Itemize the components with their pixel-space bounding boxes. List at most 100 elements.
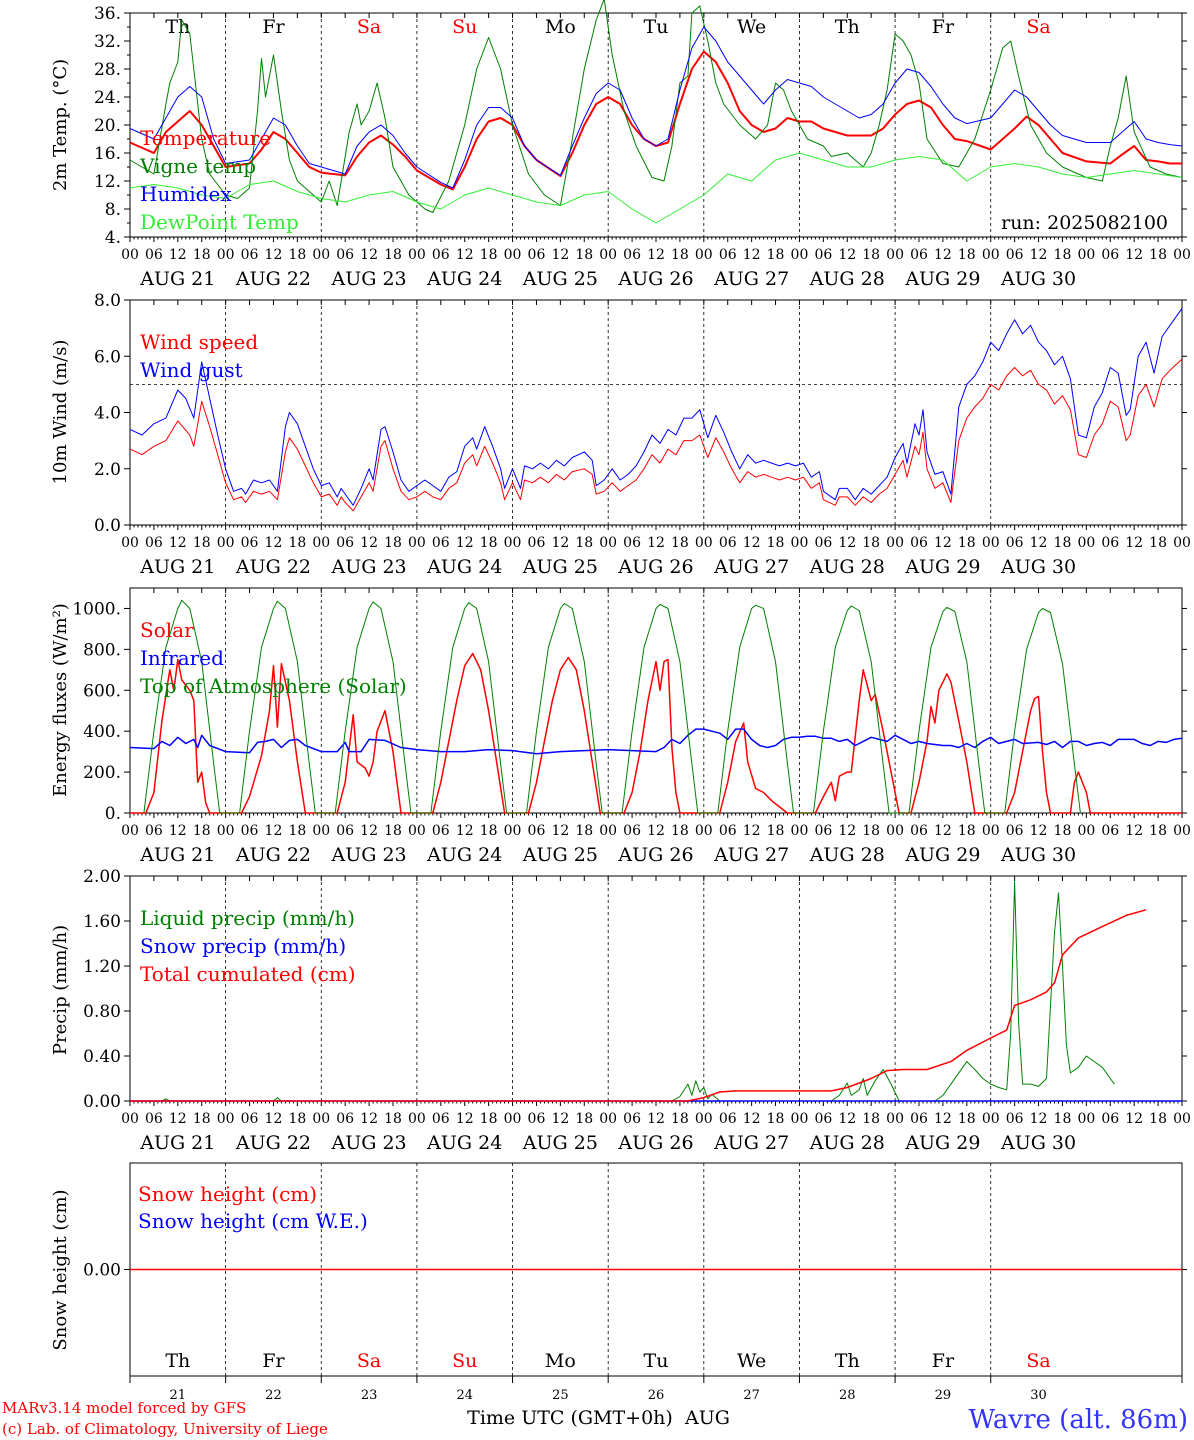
series-line-solar [130,652,1182,814]
series-line-wind-gust [129,308,1183,506]
date-label: AUG 23 [331,556,407,578]
hour-tick-label: 18 [1149,1111,1167,1127]
hour-tick-label: 06 [623,247,641,263]
date-label: AUG 25 [522,556,598,578]
hour-tick-label: 12 [456,535,474,551]
hour-tick-label: 00 [217,247,235,263]
legend-label: Wind speed [140,330,258,354]
hour-tick-label: 06 [241,535,259,551]
hour-tick-label: 18 [767,823,785,839]
date-label: AUG 24 [426,556,502,578]
hour-tick-label: 00 [791,247,809,263]
y-tick-label: 0. [105,804,121,824]
hour-tick-label: 00 [312,823,330,839]
hour-tick-label: 12 [1030,247,1048,263]
y-axis-label: Snow height (cm) [50,1189,71,1350]
legend-label: Vigne temp [139,154,256,178]
hour-tick-label: 06 [910,1111,928,1127]
hour-tick-label: 00 [791,535,809,551]
hour-tick-label: 18 [193,823,211,839]
legend-label: Snow height (cm W.E.) [138,1209,368,1233]
hour-tick-label: 12 [265,535,283,551]
hour-tick-label: 12 [1030,1111,1048,1127]
hour-tick-label: 06 [719,1111,737,1127]
hour-tick-label: 06 [432,1111,450,1127]
date-label: AUG 21 [139,844,215,866]
y-axis-label: 2m Temp. (°C) [50,59,71,191]
hour-tick-label: 12 [838,247,856,263]
date-label: AUG 22 [235,844,311,866]
day-name-label: Th [835,16,860,38]
date-label: AUG 27 [713,844,789,866]
date-label: AUG 30 [1000,844,1076,866]
y-tick-label: 0.00 [83,1261,121,1281]
day-name-label: Th [835,1350,860,1372]
hour-tick-label: 06 [1006,535,1024,551]
hour-tick-label: 00 [121,247,139,263]
hour-tick-label: 06 [241,823,259,839]
hour-tick-label: 00 [504,823,522,839]
hour-tick-label: 18 [767,247,785,263]
series-line-humidex [129,26,1183,189]
hour-tick-label: 18 [862,535,880,551]
legend-label: Snow height (cm) [138,1182,317,1206]
day-name-label: Sa [357,1350,381,1372]
date-label: AUG 21 [139,1132,215,1154]
station-label: Wavre (alt. 86m) [968,1405,1188,1435]
hour-tick-label: 18 [862,247,880,263]
date-label: AUG 21 [139,268,215,290]
hour-tick-label: 12 [360,1111,378,1127]
date-label: AUG 29 [904,844,980,866]
y-tick-label: 16. [94,144,121,164]
plot-frame [129,587,1183,814]
hour-tick-label: 06 [432,823,450,839]
hour-tick-label: 18 [958,535,976,551]
hour-tick-label: 12 [838,1111,856,1127]
date-label: AUG 22 [235,556,311,578]
hour-tick-label: 12 [1030,823,1048,839]
hour-tick-label: 12 [838,535,856,551]
hour-tick-label: 12 [551,1111,569,1127]
hour-tick-label: 06 [1101,1111,1119,1127]
hour-tick-label: 06 [719,247,737,263]
hour-tick-label: 00 [1077,535,1095,551]
hour-tick-label: 12 [1125,535,1143,551]
hour-tick-label: 18 [671,535,689,551]
hour-tick-label: 12 [265,823,283,839]
hour-tick-label: 18 [958,823,976,839]
hour-tick-label: 12 [360,535,378,551]
hour-tick-label: 18 [288,823,306,839]
hour-tick-label: 00 [1173,823,1191,839]
hour-tick-label: 06 [145,1111,163,1127]
legend-label: Top of Atmosphere (Solar) [140,674,407,698]
day-name-label: Tu [644,16,669,38]
day-name-label: Fr [262,1350,285,1372]
y-tick-label: 1.20 [83,957,121,977]
hour-tick-label: 00 [1173,247,1191,263]
hour-tick-label: 00 [1077,247,1095,263]
day-name-label: Sa [1026,16,1050,38]
hour-tick-label: 00 [408,535,426,551]
hour-tick-label: 00 [504,1111,522,1127]
legend-label: Liquid precip (mm/h) [140,906,355,930]
date-label: AUG 26 [617,1132,693,1154]
day-number-label: 30 [1030,1388,1047,1403]
hour-tick-label: 00 [791,1111,809,1127]
hour-tick-label: 12 [456,1111,474,1127]
hour-tick-label: 12 [456,823,474,839]
hour-tick-label: 18 [384,823,402,839]
hour-tick-label: 06 [432,535,450,551]
day-name-label: Su [452,16,477,38]
date-label: AUG 30 [1000,1132,1076,1154]
hour-tick-label: 18 [958,1111,976,1127]
day-name-label: Mo [545,1350,576,1372]
date-label: AUG 23 [331,268,407,290]
hour-tick-label: 06 [1101,823,1119,839]
hour-tick-label: 12 [1125,247,1143,263]
y-tick-label: 4. [105,228,121,248]
day-name-label: Su [452,1350,477,1372]
legend-label: Solar [140,618,194,642]
date-label: AUG 29 [904,268,980,290]
y-tick-label: 6.0 [94,347,121,367]
day-number-label: 24 [456,1388,473,1403]
